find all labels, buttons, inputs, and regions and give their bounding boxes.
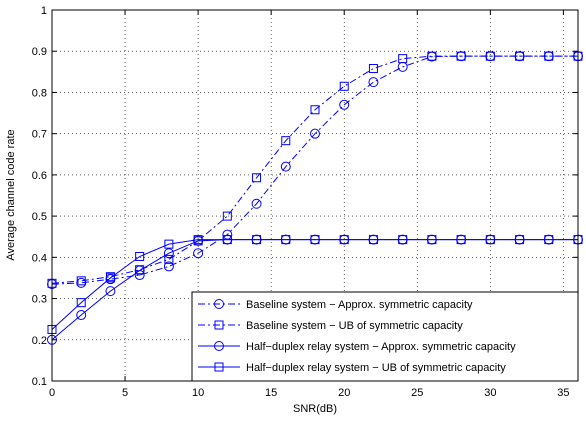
legend-marker [214,341,224,351]
data-point [105,286,116,297]
data-point [368,77,379,88]
legend-entry-2: Baseline system − UB of symmetric capaci… [198,320,463,332]
y-tick-label: 0.4 [32,252,47,264]
x-axis-label: SNR(dB) [293,403,337,415]
data-point [339,81,349,91]
data-point [310,235,320,245]
series-line [51,55,578,284]
data-point [252,173,262,183]
data-point [427,51,437,61]
legend-box [191,291,579,382]
data-point [76,276,86,286]
y-tick-label: 0.6 [32,170,47,182]
data-point [368,235,378,245]
data-point [134,265,145,276]
data-point [281,235,291,245]
ticks: 0 5 10 15 20 25 30 35 0.1 0.2 0.3 0.4 0.5 0.6 0.7 0.8 0.… [32,5,578,399]
legend-label: Half−duplex relay system − UB of symmetr… [246,362,506,374]
data-point [135,252,145,262]
data-point [163,261,174,272]
data-point [280,161,291,172]
series-group [47,51,583,345]
x-tick-label: 10 [192,387,204,399]
y-tick-label: 0.7 [32,129,47,141]
data-point [105,273,115,283]
x-tick-label: 15 [265,387,277,399]
y-tick-label: 0.5 [32,211,47,223]
legend-entry-3: Half−duplex relay system − Approx. symme… [198,341,516,353]
legend-label: Half−duplex relay system − Approx. symme… [246,341,516,353]
data-point [222,211,232,221]
series-line [51,239,578,330]
data-point [515,235,525,245]
data-point [398,235,408,245]
data-point [193,235,203,245]
data-point [368,64,378,74]
y-tick-label: 0.1 [32,376,47,388]
x-tick-label: 30 [484,387,496,399]
y-tick-label: 0.2 [32,335,47,347]
legend-marker [214,362,224,372]
y-tick-label: 0.3 [32,294,47,306]
legend-label: Baseline system − Approx. symmetric capa… [246,299,473,311]
legend-entry-4: Half−duplex relay system − UB of symmetr… [198,362,506,374]
data-point [281,136,291,146]
x-tick-label: 5 [122,387,128,399]
data-point [339,235,349,245]
y-tick-label: 0.9 [32,46,47,58]
y-tick-label: 1 [41,5,47,17]
legend-entry-1: Baseline system − Approx. symmetric capa… [198,299,473,311]
data-point [164,239,174,249]
data-point [310,105,320,115]
data-point [339,99,350,110]
series-line [51,55,578,285]
legend-marker [214,299,224,309]
data-point [193,248,204,259]
data-point [427,235,437,245]
legend-label: Baseline system − UB of symmetric capaci… [246,320,463,332]
data-point [164,254,174,264]
x-tick-label: 25 [411,387,423,399]
legend-marker [214,320,224,330]
data-point [485,51,495,61]
data-point [544,51,554,61]
data-point [163,248,174,259]
data-point [76,298,86,308]
data-point [485,235,495,245]
y-tick-label: 0.8 [32,87,47,99]
data-point [456,235,466,245]
data-point [222,235,232,245]
x-tick-label: 0 [49,387,55,399]
data-point [544,235,554,245]
data-point [456,51,466,61]
data-point [76,310,87,321]
legend: Baseline system − Approx. symmetric capa… [191,291,579,382]
x-tick-label: 35 [557,387,569,399]
data-point [310,128,320,139]
y-axis-label: Average channel code rate [5,129,17,260]
data-point [515,51,525,61]
data-point [252,235,262,245]
x-tick-label: 20 [338,387,350,399]
series-4 [47,235,583,334]
data-point [251,198,262,209]
data-point [398,54,408,64]
